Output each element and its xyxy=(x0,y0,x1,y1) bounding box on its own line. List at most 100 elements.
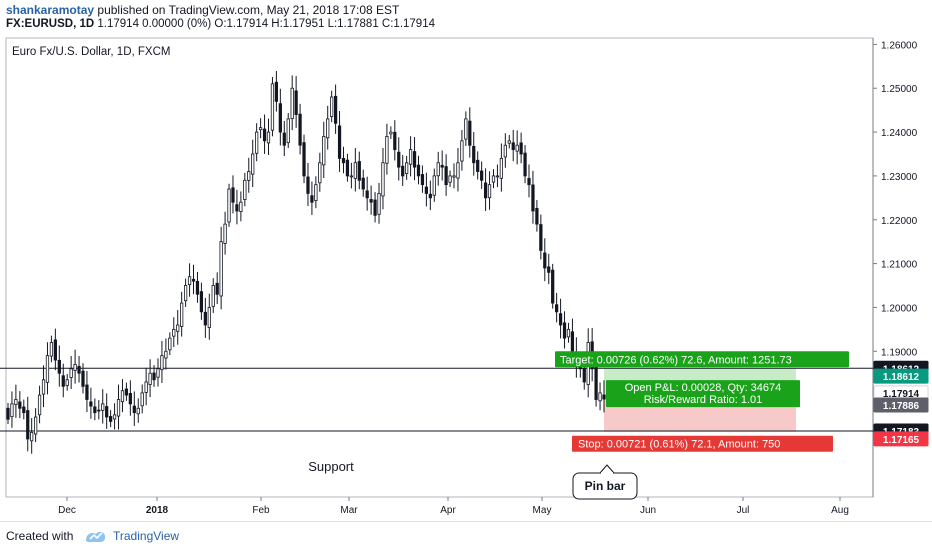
candle xyxy=(408,149,413,165)
created-with-label: Created with xyxy=(6,529,74,543)
candle xyxy=(65,379,69,386)
candle xyxy=(349,175,354,178)
y-tick-label: 1.23000 xyxy=(881,172,918,183)
candle xyxy=(531,184,535,212)
candle xyxy=(491,175,496,183)
candle xyxy=(199,291,204,313)
candle xyxy=(124,388,129,396)
candle xyxy=(298,113,302,146)
candle xyxy=(480,170,484,181)
candle xyxy=(318,162,322,184)
candle xyxy=(105,406,109,418)
candle xyxy=(239,201,243,212)
y-tick-label: 1.24000 xyxy=(881,128,918,139)
candle xyxy=(487,184,492,199)
candle xyxy=(558,313,563,326)
price-tag-label: 1.17165 xyxy=(883,435,920,446)
candle xyxy=(266,131,271,144)
candle xyxy=(310,195,314,203)
y-tick-label: 1.26000 xyxy=(881,40,918,51)
candle xyxy=(389,131,393,135)
candle xyxy=(270,83,275,131)
candle xyxy=(483,182,488,199)
candle xyxy=(140,392,144,407)
candle xyxy=(89,401,93,407)
candle xyxy=(420,174,425,186)
price-chart[interactable]: 1.26000 1.25000 1.24000 1.23000 1.22000 1.210… xyxy=(0,0,932,521)
candle xyxy=(357,161,361,181)
candle xyxy=(168,337,172,351)
candle xyxy=(10,403,14,418)
candle xyxy=(176,324,180,332)
candle xyxy=(511,142,515,151)
candle xyxy=(377,193,381,215)
price-tag-label: 1.17914 xyxy=(883,389,920,400)
candle xyxy=(337,125,342,159)
candle xyxy=(18,401,22,409)
candle xyxy=(258,127,263,131)
candle xyxy=(180,302,184,327)
candle xyxy=(523,152,527,177)
candle xyxy=(37,394,42,416)
candle xyxy=(594,365,598,400)
candle xyxy=(132,405,136,414)
candle xyxy=(476,159,480,172)
candle xyxy=(527,178,531,186)
candle xyxy=(472,145,476,164)
candle xyxy=(144,381,148,393)
ohlc-values: 1.17914 0.00000 (0%) O:1.17914 H:1.17951… xyxy=(97,18,435,30)
candle xyxy=(53,339,57,361)
chart-title: Euro Fx/U.S. Dollar, 1D, FXCM xyxy=(12,46,170,58)
candle xyxy=(460,140,464,162)
price-tag xyxy=(873,431,929,447)
x-tick-label: 2018 xyxy=(146,505,169,516)
candle xyxy=(73,364,77,371)
risk-reward-label: Risk/Reward Ratio: 1.01 xyxy=(644,394,763,406)
candle xyxy=(152,372,156,381)
candle xyxy=(381,162,385,197)
target-label-bg xyxy=(555,351,849,368)
candle xyxy=(282,132,286,146)
candle xyxy=(128,393,132,405)
candle xyxy=(231,187,235,203)
publish-line: shankaramotay published on TradingView.c… xyxy=(6,3,399,17)
candle xyxy=(136,407,140,415)
candle xyxy=(211,285,215,307)
y-tick-label: 1.21000 xyxy=(881,260,918,271)
candle xyxy=(22,406,26,414)
y-tick-label: 1.25000 xyxy=(881,84,918,95)
candle xyxy=(424,186,429,194)
candle xyxy=(108,416,113,422)
candle xyxy=(112,414,117,420)
candle xyxy=(405,162,409,174)
candle xyxy=(345,159,350,177)
candle xyxy=(77,365,81,374)
candle xyxy=(333,95,338,124)
x-tick-label: Apr xyxy=(440,505,456,516)
candle xyxy=(49,342,54,357)
candle xyxy=(499,157,504,179)
y-tick-label: 1.19000 xyxy=(881,347,918,358)
candle xyxy=(274,81,279,102)
candle xyxy=(495,175,500,178)
quote-line: FX:EURUSD, 1D 1.17914 0.00000 (0%) O:1.1… xyxy=(6,18,435,30)
candle xyxy=(97,409,101,412)
candle xyxy=(353,162,357,179)
candle xyxy=(393,131,397,151)
candle xyxy=(535,207,539,225)
candle xyxy=(255,131,259,154)
author-link[interactable]: shankaramotay xyxy=(6,3,95,17)
candle xyxy=(93,406,97,414)
tradingview-brand[interactable]: TradingView xyxy=(113,529,180,543)
candle xyxy=(41,379,46,395)
open-pl-label: Open P&L: 0.00028, Qty: 34674 xyxy=(625,382,782,394)
candle xyxy=(116,399,121,417)
candle xyxy=(247,171,251,181)
target-label: Target: 0.00726 (0.62%) 72.6, Amount: 12… xyxy=(560,354,792,366)
candle xyxy=(464,118,468,140)
candle xyxy=(503,144,507,158)
stop-label-bg xyxy=(572,435,833,452)
candle xyxy=(361,177,365,190)
candle xyxy=(227,188,231,223)
candle xyxy=(543,252,547,269)
